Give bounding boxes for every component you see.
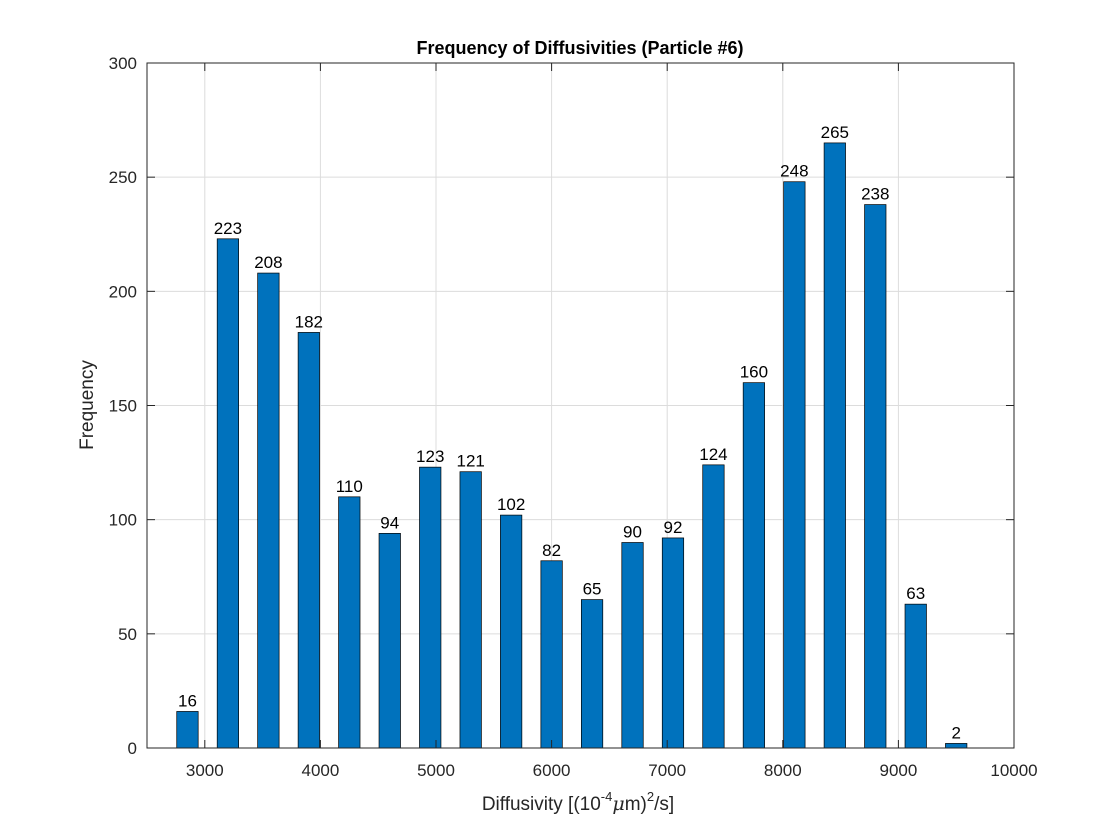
bar-value-label: 110 <box>336 477 363 496</box>
bar-value-label: 92 <box>664 518 683 537</box>
bar <box>216 238 239 749</box>
y-axis-title: Frequency <box>77 360 98 450</box>
bar-value-label: 248 <box>780 162 808 181</box>
bar-value-label: 82 <box>542 541 561 560</box>
bar-value-label: 65 <box>583 580 602 599</box>
x-tick-label: 9000 <box>879 761 917 780</box>
x-tick-label: 4000 <box>301 761 339 780</box>
data-labels: 16 223 208 182 110 94 123 121 102 82 65 90 92 124 160 2… <box>178 123 961 743</box>
bar-value-label: 265 <box>821 123 849 142</box>
x-axis-title-suffix: /s] <box>654 794 674 815</box>
y-tick-label: 200 <box>109 282 137 301</box>
y-tick-label: 100 <box>109 511 137 530</box>
bar <box>823 142 846 749</box>
x-tick-label: 8000 <box>764 761 802 780</box>
bar-value-label: 16 <box>178 691 197 710</box>
y-tick-label: 250 <box>109 168 137 187</box>
bar <box>661 537 685 749</box>
bar <box>742 382 765 749</box>
x-tick-label: 3000 <box>186 761 224 780</box>
bar <box>945 743 968 749</box>
bar-value-label: 160 <box>740 363 768 382</box>
x-axis-title-exponent: -4 <box>601 789 613 804</box>
bar <box>864 204 887 749</box>
x-tick-label: 10000 <box>990 761 1037 780</box>
x-tick-label: 5000 <box>417 761 455 780</box>
bar <box>904 603 927 749</box>
y-tick-label: 150 <box>109 397 137 416</box>
bars <box>176 142 968 749</box>
y-tick-label: 300 <box>109 54 137 73</box>
bar-value-label: 124 <box>699 445 727 464</box>
x-tick-label: 7000 <box>648 761 686 780</box>
bar-value-label: 208 <box>254 253 282 272</box>
x-axis-title-prefix: Diffusivity [(10 <box>482 794 601 815</box>
bar <box>500 514 523 749</box>
bar <box>540 560 563 749</box>
bar-value-label: 94 <box>380 513 399 532</box>
bar <box>297 332 320 749</box>
chart-title: Frequency of Diffusivities (Particle #6) <box>416 38 743 58</box>
bar <box>257 272 280 749</box>
bar <box>419 466 442 749</box>
bar-value-label: 102 <box>497 495 525 514</box>
bar-value-label: 238 <box>861 185 889 204</box>
y-tick-label: 50 <box>118 625 137 644</box>
x-axis-title-exponent2: 2 <box>647 789 654 804</box>
x-axis-title-middle: m) <box>625 794 647 815</box>
bar <box>338 496 361 749</box>
bar <box>783 181 806 749</box>
bar-value-label: 123 <box>416 447 444 466</box>
bar <box>580 599 604 749</box>
bar <box>459 471 482 749</box>
y-tick-label: 0 <box>128 739 137 758</box>
bar-value-label: 223 <box>214 219 242 238</box>
bar-value-label: 63 <box>906 584 925 603</box>
bar <box>176 711 199 749</box>
bar-value-label: 90 <box>623 523 642 542</box>
bar <box>702 464 725 749</box>
bar-value-label: 2 <box>951 723 960 742</box>
bar-value-label: 121 <box>456 452 484 471</box>
x-axis-title-greek: μ <box>612 793 624 815</box>
x-tick-label: 6000 <box>533 761 571 780</box>
ticks: 3000 4000 5000 6000 7000 8000 9000 10000 0 50 100 1… <box>109 54 1038 780</box>
x-axis-title: Diffusivity [(10-4μm)2/s] <box>482 789 674 815</box>
bar <box>621 542 644 749</box>
bar-value-label: 182 <box>295 312 323 331</box>
bar <box>378 533 401 749</box>
